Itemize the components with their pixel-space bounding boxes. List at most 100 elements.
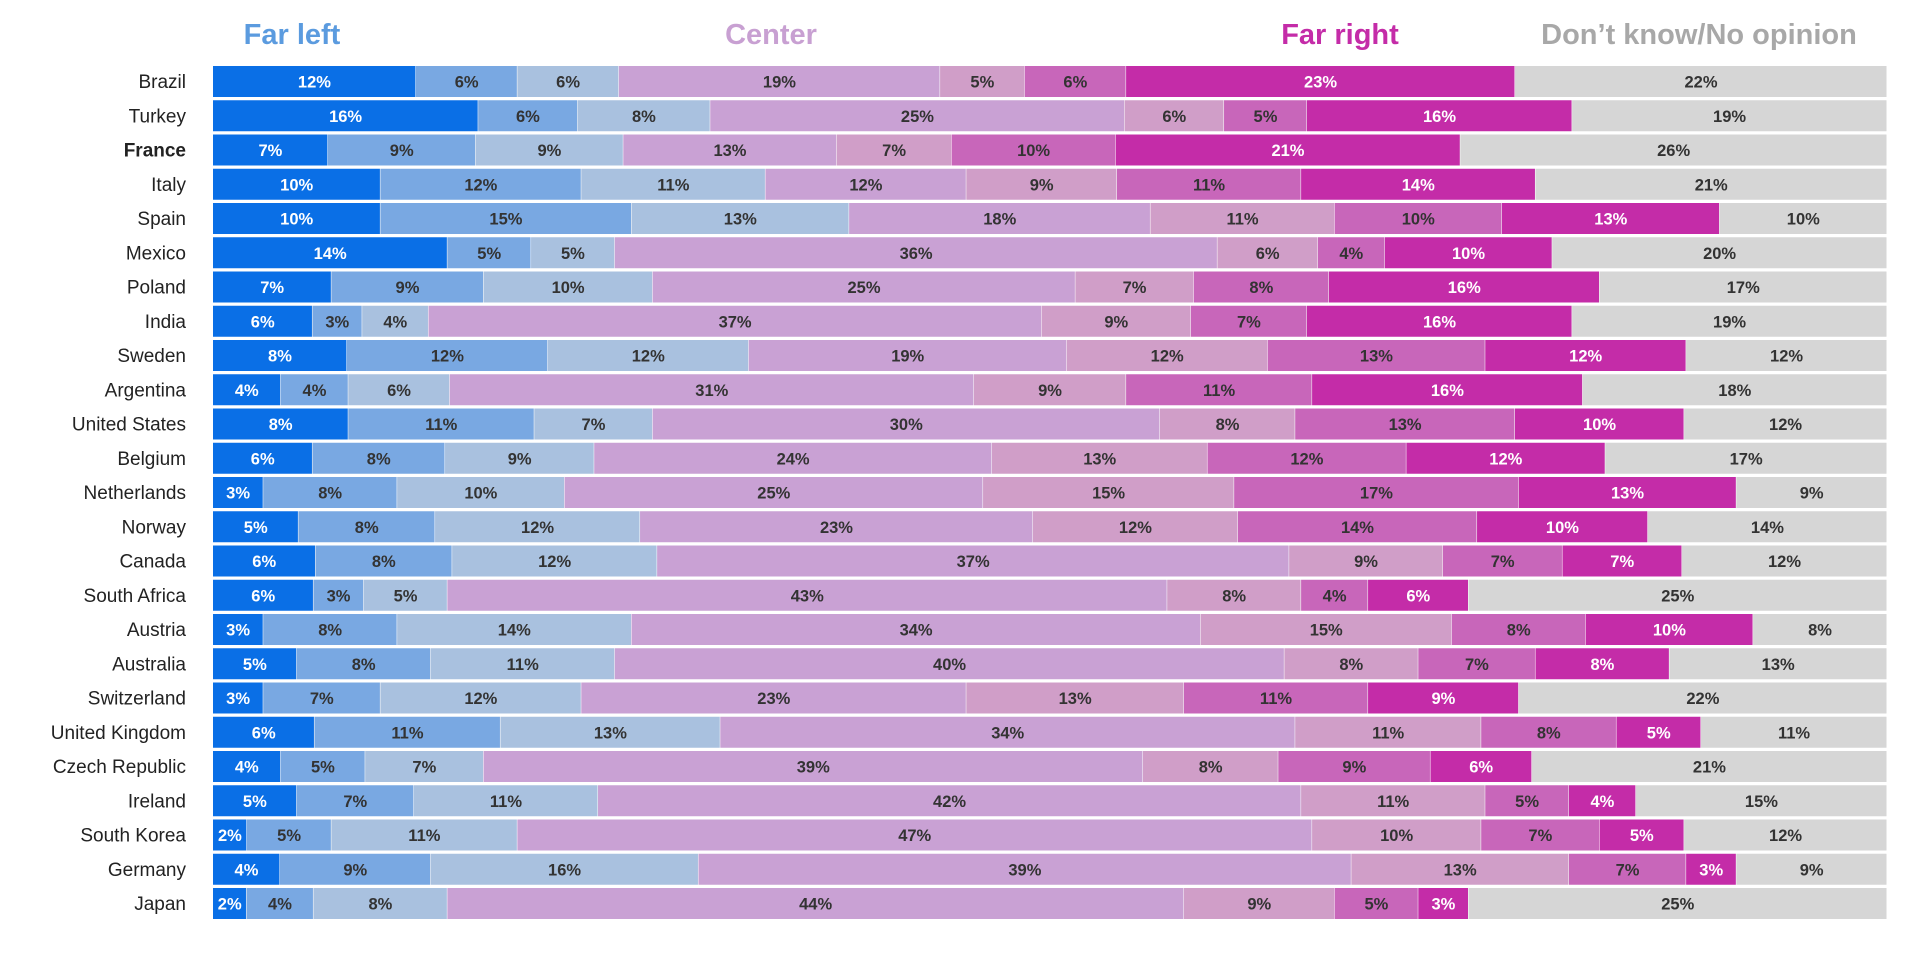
data-label: 8% (268, 348, 292, 366)
category-label: Poland (127, 278, 186, 299)
bar-row-brazil: Brazil 12% 6% 6% 19% 5% 6% 23% 22% (138, 66, 1887, 97)
bar-segment (1460, 134, 1887, 166)
data-label: 25% (1661, 896, 1694, 914)
data-label: 14% (498, 622, 531, 640)
data-label: 43% (791, 587, 824, 605)
bar-segment (445, 442, 594, 474)
bar-segment (1531, 751, 1887, 782)
data-label: 40% (933, 656, 966, 674)
bar-segment (1351, 853, 1569, 885)
bar-segment (475, 134, 623, 166)
bar-segment (1684, 819, 1887, 851)
data-label: 3% (327, 587, 351, 605)
bar-segment (1599, 819, 1684, 851)
data-label: 5% (277, 827, 301, 845)
bar-segment (1686, 340, 1887, 371)
data-label: 9% (1104, 313, 1128, 331)
bar-segment (312, 305, 362, 337)
bar-segment (1334, 888, 1418, 919)
data-label: 2% (218, 896, 242, 914)
bar-segment (1468, 579, 1887, 611)
bar-segment (213, 477, 263, 508)
data-label: 36% (900, 245, 933, 263)
data-label: 12% (1290, 450, 1323, 468)
bar-row-ireland: Ireland 5% 7% 11% 42% 11% 5% 4% 15% (128, 785, 1887, 817)
data-label: 16% (329, 108, 362, 126)
data-label: 11% (1203, 382, 1235, 400)
category-label: India (145, 312, 187, 333)
bar-segment (348, 408, 534, 440)
bar-segment (1143, 751, 1278, 782)
data-label: 9% (1038, 382, 1062, 400)
bar-segment (1301, 785, 1485, 817)
data-label: 7% (1616, 861, 1640, 879)
bar-segment (1481, 819, 1600, 851)
data-label: 8% (1249, 279, 1273, 297)
data-label: 9% (1342, 759, 1366, 777)
data-label: 10% (1402, 211, 1435, 229)
bar-segment (581, 682, 966, 714)
data-label: 18% (1718, 382, 1751, 400)
bar-row-france: France 7% 9% 9% 13% 7% 10% 21% 26% (124, 134, 1887, 166)
bar-segment (1635, 785, 1887, 817)
bar-segment (1368, 579, 1468, 611)
data-label: 12% (1569, 348, 1602, 366)
bar-segment (1442, 545, 1562, 577)
bar-segment (363, 579, 447, 611)
bar-segment (1224, 100, 1307, 132)
legend: Far left Center Far right Don’t know/No opi… (244, 19, 1857, 51)
data-label: 5% (243, 793, 267, 811)
bar-segment (1126, 374, 1312, 406)
bar-row-mexico: Mexico 14% 5% 5% 36% 6% 4% 10% 20% (126, 237, 1887, 269)
bar-segment (1217, 237, 1318, 269)
bar-segment (213, 408, 348, 440)
bar-segment (213, 340, 347, 371)
data-label: 15% (489, 211, 522, 229)
data-label: 3% (1699, 861, 1723, 879)
bar-segment (1295, 716, 1481, 748)
data-label: 4% (235, 861, 259, 879)
bar-segment (315, 545, 452, 577)
data-label: 9% (508, 450, 532, 468)
bar-segment (435, 511, 640, 543)
bar-segment (517, 66, 619, 97)
data-label: 4% (268, 896, 292, 914)
bar-row-switzerland: Switzerland 3% 7% 12% 23% 13% 11% 9% 22% (88, 682, 1887, 714)
bar-segment (1024, 66, 1126, 97)
bar-segment (1669, 648, 1887, 680)
bar-segment (657, 545, 1289, 577)
data-label: 7% (1491, 553, 1515, 571)
data-label: 6% (252, 724, 276, 742)
bar-segment (748, 340, 1067, 371)
data-label: 11% (657, 176, 689, 194)
bar-segment (1535, 168, 1887, 200)
bar-segment (594, 442, 992, 474)
bar-row-austria: Austria 3% 8% 14% 34% 15% 8% 10% 8% (127, 614, 1887, 645)
category-label: Japan (134, 894, 186, 915)
legend-item-center: Center (725, 19, 817, 51)
bar-row-germany: Germany 4% 9% 16% 39% 13% 7% 3% 9% (108, 853, 1887, 885)
bar-segment (1329, 271, 1600, 303)
category-label: Mexico (126, 243, 186, 264)
bar-segment (1568, 785, 1636, 817)
bar-segment (380, 168, 581, 200)
data-label: 4% (383, 313, 407, 331)
data-label: 13% (1762, 656, 1795, 674)
bar-segment (1477, 511, 1648, 543)
bar-segment (1568, 853, 1686, 885)
data-label: 16% (1431, 382, 1464, 400)
data-label: 5% (244, 519, 268, 537)
category-label: Belgium (117, 449, 186, 470)
bar-segment (1317, 237, 1385, 269)
bar-segment (698, 853, 1351, 885)
data-label: 5% (311, 759, 335, 777)
bar-segment (1193, 271, 1329, 303)
bar-segment (1237, 511, 1477, 543)
bar-segment (1116, 168, 1301, 200)
data-label: 11% (425, 416, 457, 434)
data-label: 5% (477, 245, 501, 263)
data-label: 21% (1271, 142, 1304, 160)
data-label: 8% (1216, 416, 1240, 434)
data-label: 7% (1528, 827, 1552, 845)
